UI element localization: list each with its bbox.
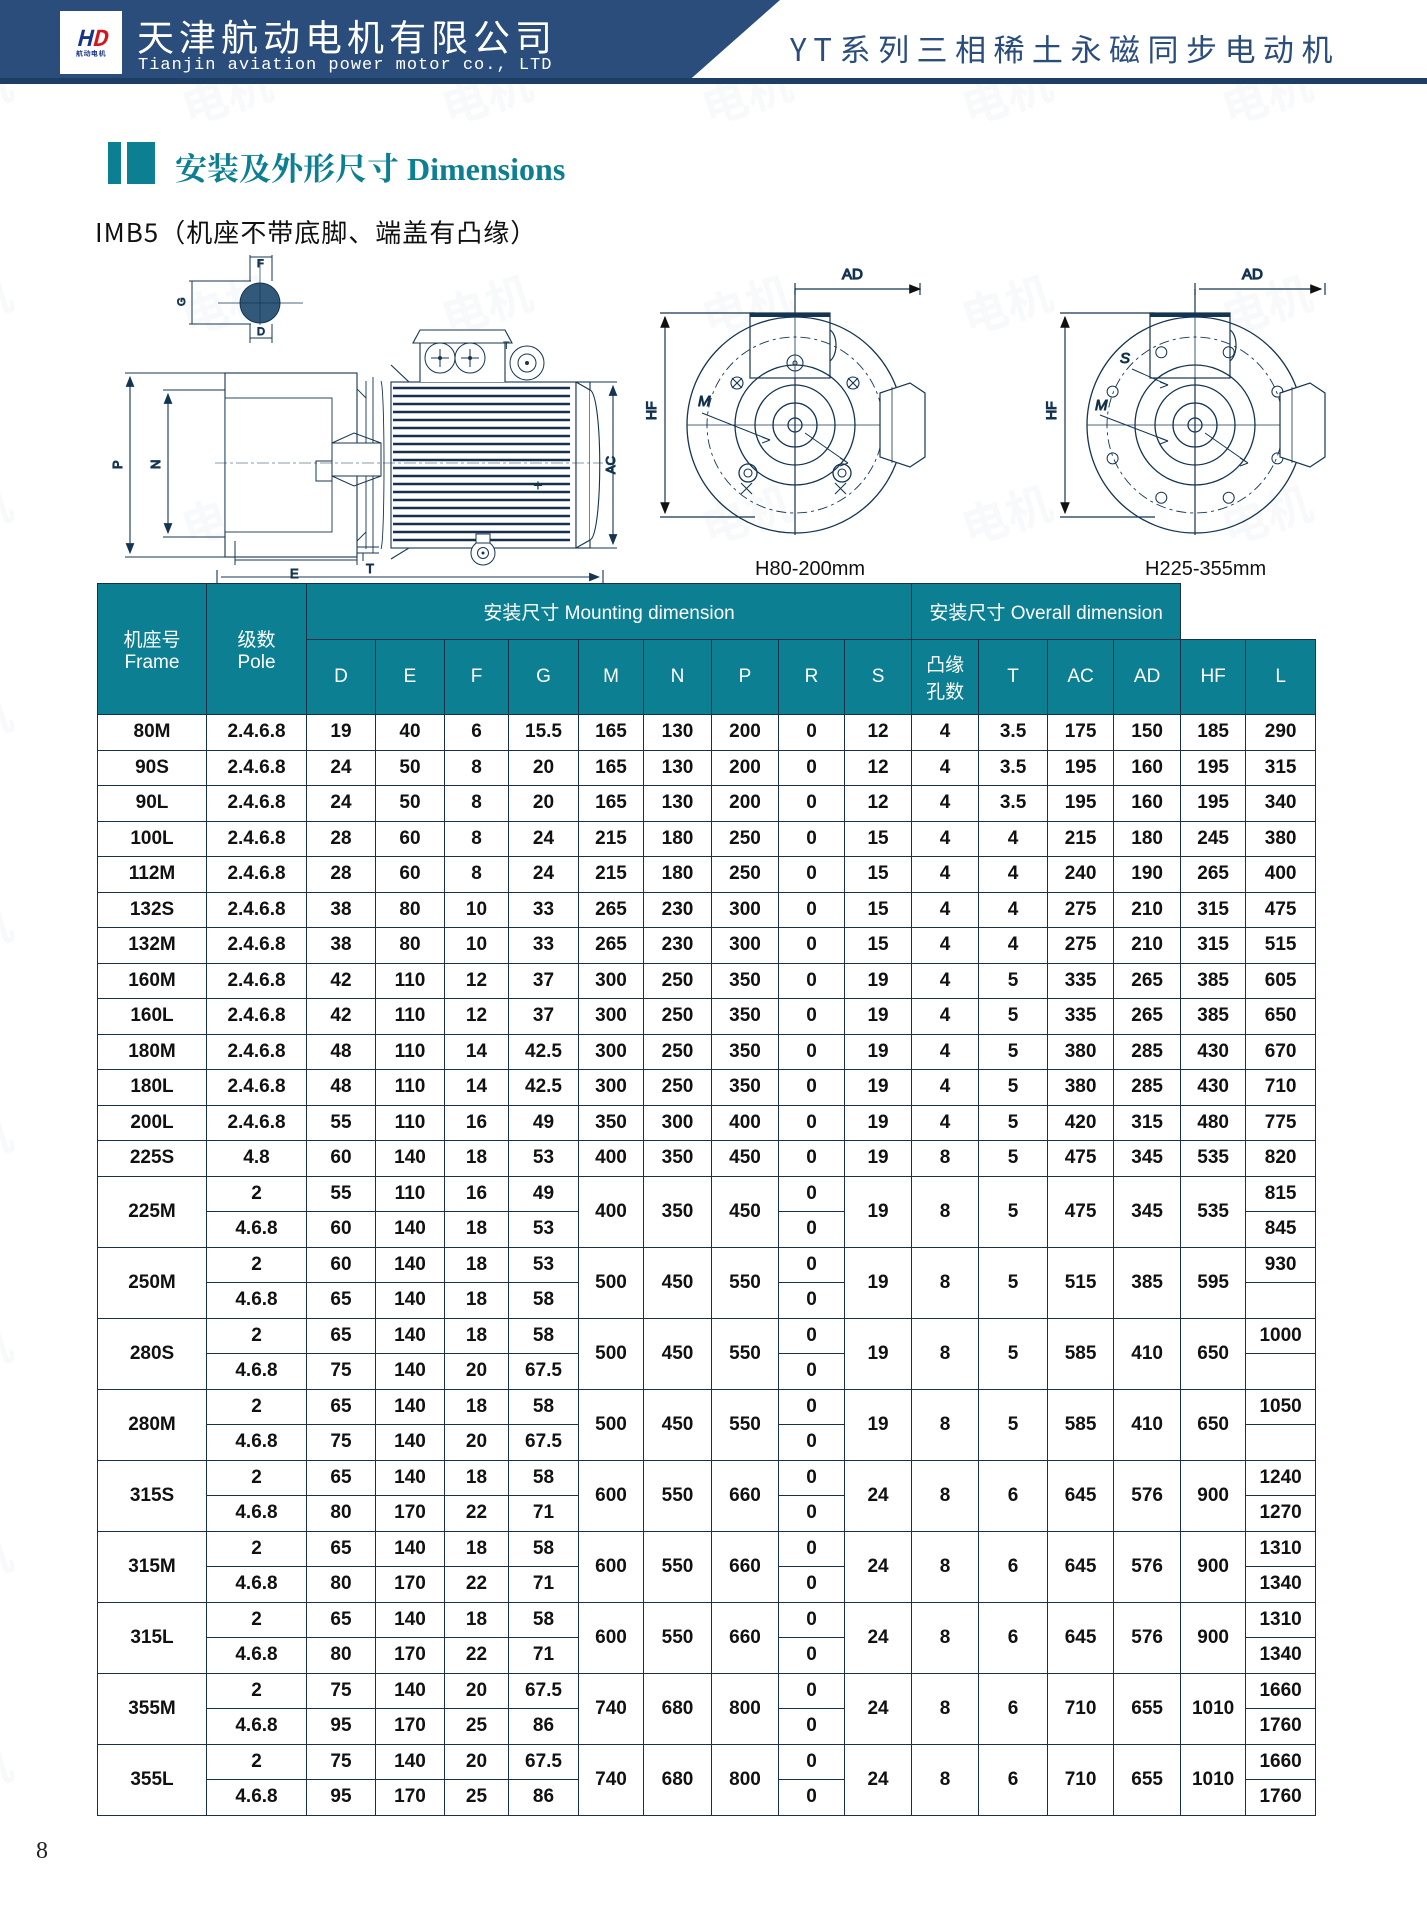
svg-text:AD: AD [1242,266,1263,283]
svg-text:S: S [1120,350,1130,367]
svg-text:M: M [698,393,711,410]
svg-text:M: M [1095,397,1108,414]
svg-text:N: N [148,460,163,469]
svg-text:AD: AD [842,266,863,283]
svg-text:HF: HF [1043,401,1059,420]
svg-text:P: P [110,460,125,469]
svg-text:T: T [503,340,510,352]
svg-text:AC: AC [603,456,618,474]
svg-text:E: E [290,566,299,581]
svg-text:H225-355mm: H225-355mm [1145,558,1266,580]
svg-text:G: G [176,297,188,306]
svg-text:+: + [533,476,543,495]
svg-text:D: D [257,326,265,338]
svg-text:HF: HF [643,401,659,420]
svg-text:F: F [257,258,264,270]
svg-text:T: T [366,561,374,576]
svg-text:H80-200mm: H80-200mm [755,558,865,580]
